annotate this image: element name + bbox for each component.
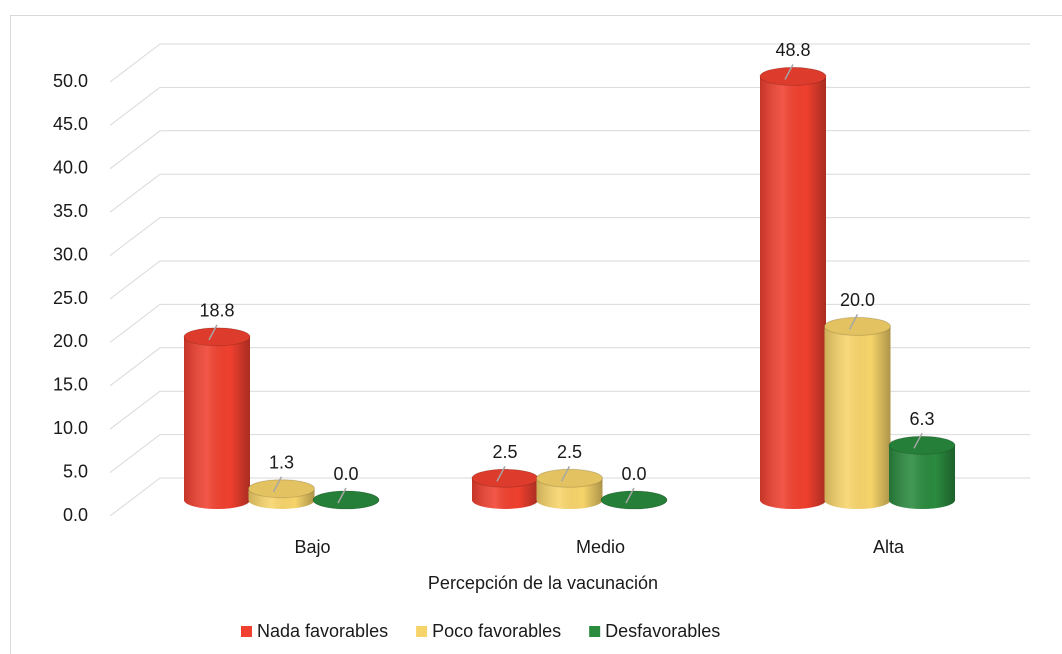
bar-top-highlight (313, 491, 379, 509)
bar-shading (184, 327, 250, 509)
grid-line (109, 43, 1030, 83)
grid-line (109, 390, 1030, 430)
grid-line (109, 260, 1030, 300)
label-leader (913, 432, 923, 449)
bar-top-highlight (248, 479, 315, 498)
bar-top-highlight (536, 469, 603, 488)
x-tick-label: Alta (873, 537, 905, 557)
grid-line (109, 173, 1030, 213)
x-axis-title: Percepción de la vacunación (428, 573, 658, 593)
y-tick-label: 5.0 (63, 461, 88, 481)
grid-line (109, 130, 1030, 170)
y-tick-label: 45.0 (53, 114, 88, 134)
label-leader (848, 314, 859, 330)
bar-top (183, 327, 251, 347)
bar-top (888, 435, 956, 455)
bar-top-highlight (760, 67, 826, 86)
y-tick-label: 15.0 (53, 375, 88, 395)
y-tick-label: 50.0 (53, 71, 88, 91)
grid-line (109, 434, 1030, 473)
y-tick-label: 35.0 (53, 201, 88, 221)
grid-line (109, 347, 1030, 387)
x-tick-label: Medio (576, 537, 625, 557)
label-leader (208, 324, 218, 341)
chart-border (10, 15, 1062, 654)
label-leader (337, 487, 347, 504)
grid-line (109, 303, 1030, 343)
data-label: 6.3 (909, 409, 934, 429)
data-label: 20.0 (840, 290, 875, 310)
bar-top (536, 468, 603, 488)
legend-swatch (589, 626, 601, 637)
bar-shading (760, 67, 826, 509)
label-leader (272, 476, 283, 493)
legend-label: Poco favorables (432, 621, 561, 641)
data-label: 2.5 (492, 442, 517, 462)
grid-line (109, 217, 1030, 256)
y-tick-label: 10.0 (53, 418, 88, 438)
legend-swatch (416, 626, 428, 637)
grid-line (109, 477, 1030, 517)
label-leader (784, 64, 794, 80)
bar-top (759, 66, 827, 86)
y-tick-label: 30.0 (53, 244, 88, 264)
data-label: 2.5 (557, 442, 582, 462)
data-label: 18.8 (199, 301, 234, 321)
bar-top (312, 490, 380, 510)
data-label: 0.0 (333, 464, 358, 484)
bar-top-highlight (601, 491, 667, 509)
x-tick-label: Bajo (294, 537, 330, 557)
bar-shading (889, 436, 955, 509)
data-label: 0.0 (621, 464, 646, 484)
y-tick-label: 20.0 (53, 331, 88, 351)
bar-top (248, 479, 315, 499)
bar-top (600, 490, 668, 510)
bar-shading (824, 317, 891, 509)
label-leader (560, 465, 571, 482)
y-tick-label: 0.0 (63, 505, 88, 525)
bar-top-highlight (889, 436, 955, 455)
legend-label: Nada favorables (257, 621, 388, 641)
label-leader (625, 487, 635, 504)
bar-top (824, 316, 891, 336)
bar-top-highlight (184, 327, 250, 346)
legend-label: Desfavorables (605, 621, 720, 641)
y-tick-label: 25.0 (53, 288, 88, 308)
grid-line (109, 86, 1030, 126)
bar-top-highlight (472, 469, 538, 488)
bar-top-highlight (824, 317, 891, 336)
label-leader (496, 465, 506, 482)
data-label: 48.8 (775, 40, 810, 60)
y-tick-label: 40.0 (53, 158, 88, 178)
data-label: 1.3 (269, 452, 294, 472)
legend-swatch (241, 626, 252, 637)
